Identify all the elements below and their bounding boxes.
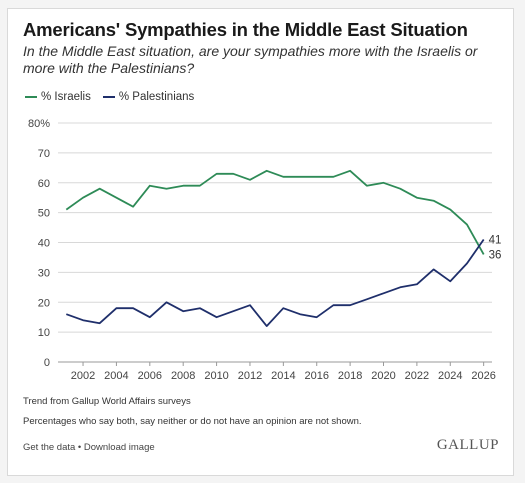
x-tick-label: 2002	[71, 370, 95, 382]
x-tick-label: 2020	[371, 370, 395, 382]
x-tick-label: 2006	[138, 370, 162, 382]
series-line-israelis	[65, 169, 485, 255]
y-tick-label: 50	[38, 208, 50, 220]
chart-title: Americans' Sympathies in the Middle East…	[23, 19, 468, 40]
x-tick-label: 2018	[338, 370, 362, 382]
legend-swatch-palestinians	[102, 96, 115, 98]
y-tick-label: 40	[38, 238, 50, 250]
line-chart: 0 10 20 30 40 50 60 70 80% 2002 2004 2006 2008 2010 20…	[28, 118, 502, 382]
x-tick-label: 2008	[171, 370, 195, 382]
chart-legend: % Israelis % Palestinians	[25, 91, 206, 103]
y-tick-label: 60	[38, 178, 50, 190]
gallup-logo: GALLUP	[436, 437, 499, 453]
legend-item-israelis: % Israelis	[25, 91, 91, 103]
x-tick-label: 2010	[204, 370, 228, 382]
methodology-note: Percentages who say both, say neither or…	[23, 416, 362, 427]
end-label-israelis: 36	[489, 249, 502, 261]
y-tick-label: 30	[38, 267, 50, 279]
y-tick-label: 70	[38, 148, 50, 160]
legend-label-israelis: % Israelis	[41, 91, 91, 103]
x-tick-label: 2024	[438, 370, 462, 382]
footer-links[interactable]: Get the data • Download image	[23, 442, 155, 453]
series-line-palestinians	[65, 238, 485, 328]
y-tick-label: 0	[44, 357, 50, 369]
y-tick-label: 80%	[28, 118, 50, 130]
x-tick-label: 2014	[271, 370, 295, 382]
chart-card: Americans' Sympathies in the Middle East…	[7, 8, 514, 476]
end-label-palestinians: 41	[489, 235, 502, 247]
x-tick-label: 2012	[238, 370, 262, 382]
legend-swatch-israelis	[25, 96, 37, 98]
x-tick-label: 2016	[304, 370, 328, 382]
x-tick-label: 2022	[405, 370, 429, 382]
chart-subtitle: In the Middle East situation, are your s…	[23, 43, 478, 76]
legend-label-palestinians: % Palestinians	[118, 91, 195, 103]
x-tick-label: 2026	[471, 370, 495, 382]
source-note: Trend from Gallup World Affairs surveys	[23, 396, 191, 407]
y-tick-label: 10	[38, 327, 50, 339]
x-tick-label: 2004	[104, 370, 128, 382]
legend-item-palestinians: % Palestinians	[102, 91, 195, 103]
y-tick-label: 20	[38, 297, 50, 309]
